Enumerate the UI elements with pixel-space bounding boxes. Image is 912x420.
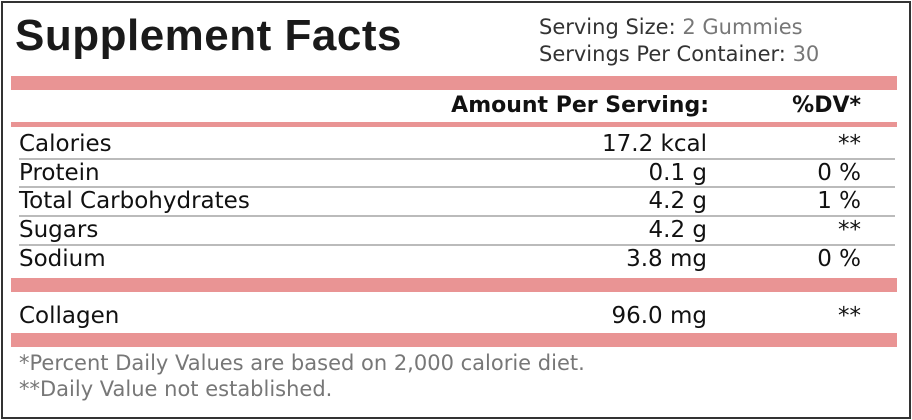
- nutrient-name: Collagen: [19, 303, 120, 329]
- footnote: **Daily Value not established.: [19, 377, 333, 401]
- nutrient-name: Calories: [19, 131, 112, 157]
- nutrient-dv: 1 %: [817, 188, 861, 215]
- nutrient-amount: 96.0 mg: [611, 303, 707, 329]
- nutrient-name: Protein: [19, 159, 100, 186]
- serving-size: Serving Size: 2 Gummies: [539, 15, 803, 39]
- nutrient-amount: 0.1 g: [648, 159, 708, 186]
- row-separator: [19, 186, 895, 188]
- nutrient-name: Sodium: [19, 245, 106, 272]
- nutrient-dv: **: [838, 131, 861, 157]
- nutrient-amount: 4.2 g: [648, 217, 708, 244]
- serving-size-label: Serving Size:: [539, 15, 676, 39]
- nutrient-dv: 0 %: [817, 245, 861, 272]
- servings-label: Servings Per Container:: [539, 42, 786, 66]
- nutrient-name: Sugars: [19, 217, 99, 244]
- row-separator: [19, 215, 895, 217]
- nutrient-amount: 17.2 kcal: [602, 131, 707, 157]
- serving-size-value: 2 Gummies: [682, 15, 803, 39]
- divider-thick: [11, 333, 897, 347]
- servings-per-container: Servings Per Container: 30: [539, 42, 819, 66]
- title: Supplement Facts: [15, 11, 402, 60]
- nutrient-amount: 4.2 g: [648, 188, 708, 215]
- row-separator: [19, 244, 895, 246]
- nutrient-name: Total Carbohydrates: [19, 188, 250, 215]
- divider-thick: [11, 76, 897, 90]
- row-separator: [19, 158, 895, 160]
- divider-thick: [11, 278, 897, 292]
- nutrient-dv: **: [838, 217, 861, 244]
- nutrient-dv: **: [838, 303, 861, 329]
- nutrient-amount: 3.8 mg: [626, 245, 707, 272]
- footnote: *Percent Daily Values are based on 2,000…: [19, 351, 585, 375]
- column-header: Amount Per Serving:: [451, 93, 709, 118]
- nutrient-dv: 0 %: [817, 159, 861, 186]
- servings-value: 30: [792, 42, 820, 66]
- column-header: %DV*: [792, 93, 861, 118]
- divider-thin: [11, 122, 897, 127]
